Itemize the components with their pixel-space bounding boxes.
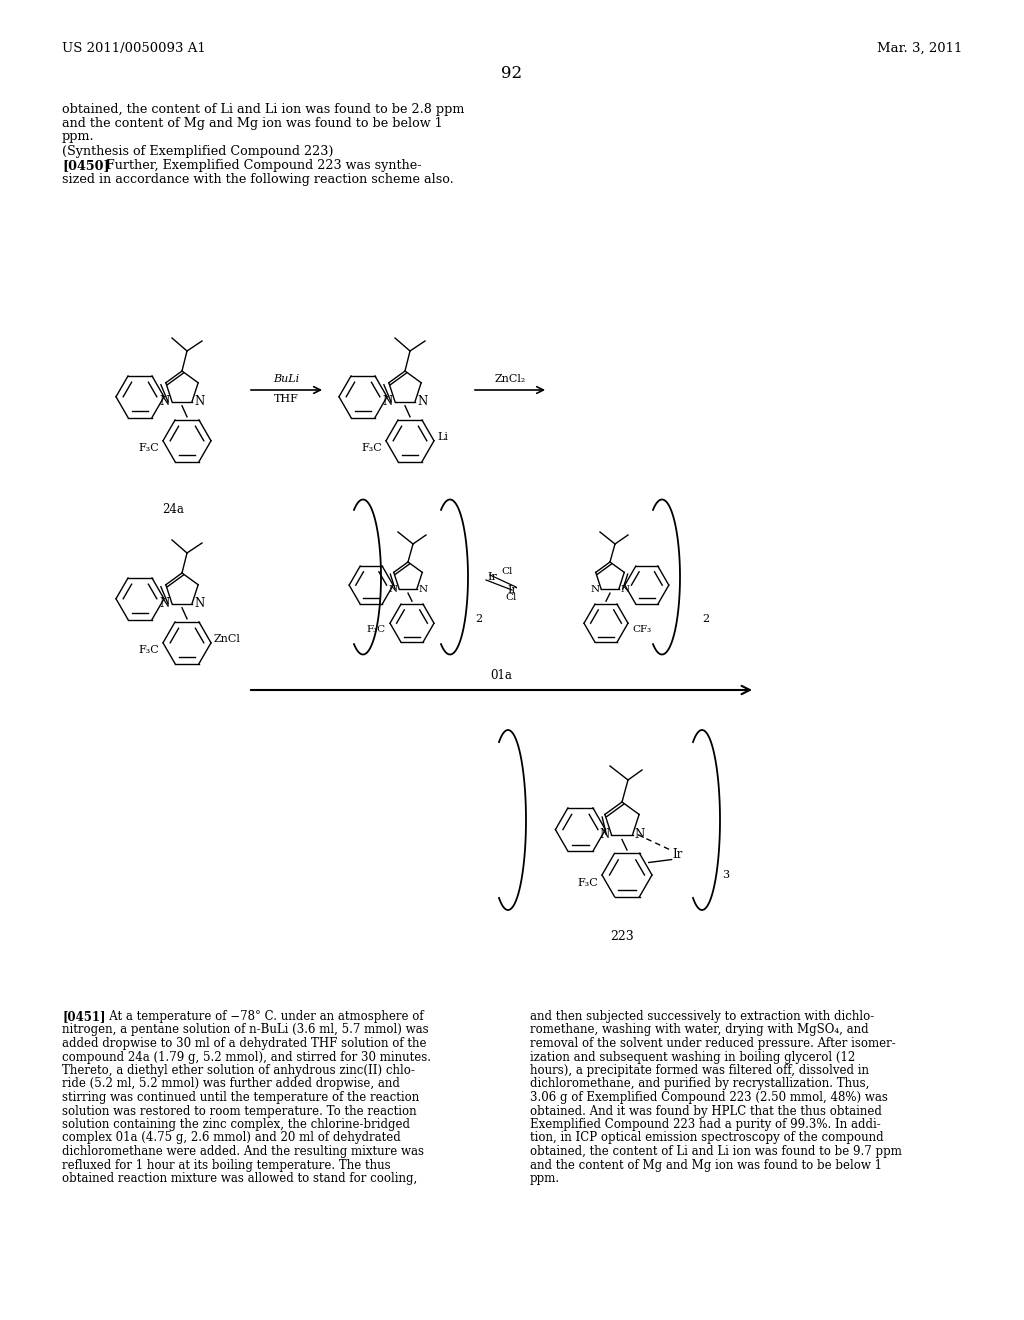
- Text: N: N: [160, 395, 170, 408]
- Text: N: N: [590, 585, 599, 594]
- Text: 223: 223: [610, 931, 634, 942]
- Text: N: N: [635, 828, 645, 841]
- Text: ization and subsequent washing in boiling glycerol (12: ization and subsequent washing in boilin…: [530, 1051, 855, 1064]
- Text: N: N: [621, 585, 630, 594]
- Text: THF: THF: [274, 393, 299, 404]
- Text: ZnCl₂: ZnCl₂: [495, 374, 525, 384]
- Text: N: N: [599, 828, 609, 841]
- Text: Mar. 3, 2011: Mar. 3, 2011: [877, 42, 962, 55]
- Text: (Synthesis of Exemplified Compound 223): (Synthesis of Exemplified Compound 223): [62, 145, 334, 158]
- Text: 92: 92: [502, 65, 522, 82]
- Text: Exemplified Compound 223 had a purity of 99.3%. In addi-: Exemplified Compound 223 had a purity of…: [530, 1118, 881, 1131]
- Text: Thereto, a diethyl ether solution of anhydrous zinc(II) chlo-: Thereto, a diethyl ether solution of anh…: [62, 1064, 415, 1077]
- Text: refluxed for 1 hour at its boiling temperature. The thus: refluxed for 1 hour at its boiling tempe…: [62, 1159, 390, 1172]
- Text: N: N: [160, 597, 170, 610]
- Text: N: N: [419, 585, 428, 594]
- Text: ppm.: ppm.: [530, 1172, 560, 1185]
- Text: tion, in ICP optical emission spectroscopy of the compound: tion, in ICP optical emission spectrosco…: [530, 1131, 884, 1144]
- Text: and the content of Mg and Mg ion was found to be below 1: and the content of Mg and Mg ion was fou…: [530, 1159, 882, 1172]
- Text: Further, Exemplified Compound 223 was synthe-: Further, Exemplified Compound 223 was sy…: [98, 160, 422, 173]
- Text: 24a: 24a: [162, 503, 184, 516]
- Text: F₃C: F₃C: [361, 444, 382, 453]
- Text: Li: Li: [437, 432, 449, 442]
- Text: 01a: 01a: [490, 669, 512, 682]
- Text: 2: 2: [702, 614, 710, 624]
- Text: US 2011/0050093 A1: US 2011/0050093 A1: [62, 42, 206, 55]
- Text: F₃C: F₃C: [138, 645, 159, 655]
- Text: Cl: Cl: [502, 566, 513, 576]
- Text: F₃C: F₃C: [367, 626, 386, 635]
- Text: 3: 3: [722, 870, 729, 880]
- Text: complex 01a (4.75 g, 2.6 mmol) and 20 ml of dehydrated: complex 01a (4.75 g, 2.6 mmol) and 20 ml…: [62, 1131, 400, 1144]
- Text: Ir: Ir: [507, 585, 517, 595]
- Text: compound 24a (1.79 g, 5.2 mmol), and stirred for 30 minutes.: compound 24a (1.79 g, 5.2 mmol), and sti…: [62, 1051, 431, 1064]
- Text: dichloromethane were added. And the resulting mixture was: dichloromethane were added. And the resu…: [62, 1144, 424, 1158]
- Text: sized in accordance with the following reaction scheme also.: sized in accordance with the following r…: [62, 173, 454, 186]
- Text: and then subjected successively to extraction with dichlo-: and then subjected successively to extra…: [530, 1010, 874, 1023]
- Text: solution was restored to room temperature. To the reaction: solution was restored to room temperatur…: [62, 1105, 417, 1118]
- Text: CF₃: CF₃: [632, 626, 651, 635]
- Text: removal of the solvent under reduced pressure. After isomer-: removal of the solvent under reduced pre…: [530, 1038, 896, 1049]
- Text: and the content of Mg and Mg ion was found to be below 1: and the content of Mg and Mg ion was fou…: [62, 116, 442, 129]
- Text: N: N: [194, 597, 204, 610]
- Text: obtained reaction mixture was allowed to stand for cooling,: obtained reaction mixture was allowed to…: [62, 1172, 417, 1185]
- Text: BuLi: BuLi: [273, 374, 300, 384]
- Text: [0450]: [0450]: [62, 160, 110, 173]
- Text: obtained. And it was found by HPLC that the thus obtained: obtained. And it was found by HPLC that …: [530, 1105, 882, 1118]
- Text: [0451]: [0451]: [62, 1010, 105, 1023]
- Text: N: N: [388, 585, 397, 594]
- Text: obtained, the content of Li and Li ion was found to be 2.8 ppm: obtained, the content of Li and Li ion w…: [62, 103, 464, 116]
- Text: At a temperature of −78° C. under an atmosphere of: At a temperature of −78° C. under an atm…: [98, 1010, 424, 1023]
- Text: solution containing the zinc complex, the chlorine-bridged: solution containing the zinc complex, th…: [62, 1118, 410, 1131]
- Text: ppm.: ppm.: [62, 129, 94, 143]
- Text: N: N: [194, 395, 204, 408]
- Text: Ir: Ir: [673, 847, 683, 861]
- Text: Cl: Cl: [505, 594, 517, 602]
- Text: added dropwise to 30 ml of a dehydrated THF solution of the: added dropwise to 30 ml of a dehydrated …: [62, 1038, 427, 1049]
- Text: N: N: [417, 395, 427, 408]
- Text: hours), a precipitate formed was filtered off, dissolved in: hours), a precipitate formed was filtere…: [530, 1064, 869, 1077]
- Text: nitrogen, a pentane solution of n-BuLi (3.6 ml, 5.7 mmol) was: nitrogen, a pentane solution of n-BuLi (…: [62, 1023, 429, 1036]
- Text: romethane, washing with water, drying with MgSO₄, and: romethane, washing with water, drying wi…: [530, 1023, 868, 1036]
- Text: N: N: [383, 395, 393, 408]
- Text: 2: 2: [475, 614, 482, 624]
- Text: F₃C: F₃C: [578, 878, 598, 887]
- Text: obtained, the content of Li and Li ion was found to be 9.7 ppm: obtained, the content of Li and Li ion w…: [530, 1144, 902, 1158]
- Text: ride (5.2 ml, 5.2 mmol) was further added dropwise, and: ride (5.2 ml, 5.2 mmol) was further adde…: [62, 1077, 400, 1090]
- Text: stirring was continued until the temperature of the reaction: stirring was continued until the tempera…: [62, 1092, 419, 1104]
- Text: Ir: Ir: [487, 572, 497, 582]
- Text: ZnCl: ZnCl: [214, 634, 241, 644]
- Text: F₃C: F₃C: [138, 444, 159, 453]
- Text: 3.06 g of Exemplified Compound 223 (2.50 mmol, 48%) was: 3.06 g of Exemplified Compound 223 (2.50…: [530, 1092, 888, 1104]
- Text: dichloromethane, and purified by recrystallization. Thus,: dichloromethane, and purified by recryst…: [530, 1077, 869, 1090]
